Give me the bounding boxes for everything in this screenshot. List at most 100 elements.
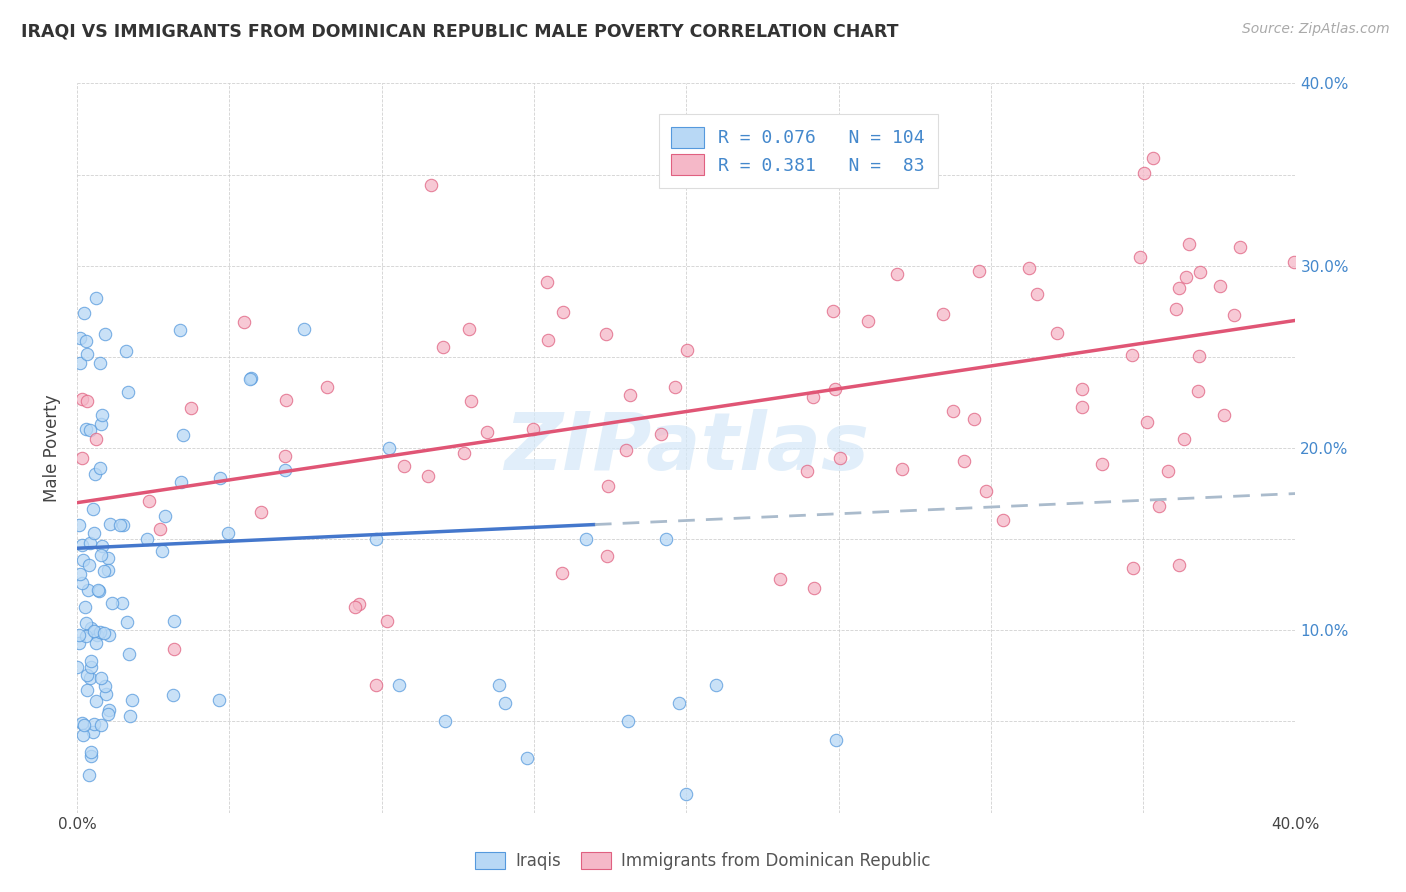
Point <box>1187 384 1209 398</box>
Point <box>80 660 103 674</box>
Point <box>94 679 117 693</box>
Point <box>668 696 690 710</box>
Point <box>83 624 105 638</box>
Point <box>75 629 97 643</box>
Point <box>536 275 558 289</box>
Point <box>69 518 91 533</box>
Point <box>75 334 97 348</box>
Point <box>117 647 139 661</box>
Point <box>967 263 990 277</box>
Point <box>1091 457 1114 471</box>
Point <box>70 716 93 731</box>
Point <box>803 582 825 596</box>
Point <box>343 600 366 615</box>
Point <box>704 678 727 692</box>
Text: IRAQI VS IMMIGRANTS FROM DOMINICAN REPUBLIC MALE POVERTY CORRELATION CHART: IRAQI VS IMMIGRANTS FROM DOMINICAN REPUB… <box>21 22 898 40</box>
Point <box>77 582 100 597</box>
Point <box>84 694 107 708</box>
Point <box>460 393 482 408</box>
Point <box>75 615 97 630</box>
Point <box>419 178 441 192</box>
Point <box>87 584 110 599</box>
Point <box>73 718 96 732</box>
Point <box>249 505 271 519</box>
Point <box>276 392 298 407</box>
Point <box>824 382 846 396</box>
Point <box>1229 240 1251 254</box>
Point <box>217 526 239 541</box>
Point <box>1129 251 1152 265</box>
Point <box>163 641 186 656</box>
Point <box>117 385 139 400</box>
Point <box>1133 166 1156 180</box>
Point <box>432 340 454 354</box>
Point <box>79 745 101 759</box>
Point <box>675 787 697 801</box>
Point <box>90 671 112 685</box>
Point <box>89 461 111 475</box>
Point <box>90 717 112 731</box>
Point <box>377 614 399 628</box>
Point <box>67 636 90 650</box>
Point <box>169 322 191 336</box>
Point <box>94 327 117 342</box>
Point <box>453 446 475 460</box>
Point <box>117 615 139 630</box>
Point <box>101 596 124 610</box>
Point <box>76 682 98 697</box>
Point <box>93 564 115 578</box>
Text: ZIPatlas: ZIPatlas <box>503 409 869 487</box>
Text: Source: ZipAtlas.com: Source: ZipAtlas.com <box>1241 22 1389 37</box>
Point <box>1147 499 1170 513</box>
Point <box>208 693 231 707</box>
Point <box>886 267 908 281</box>
Point <box>172 428 194 442</box>
Point <box>1208 279 1230 293</box>
Point <box>931 307 953 321</box>
Point <box>170 475 193 489</box>
Point <box>551 566 574 581</box>
Point <box>80 748 103 763</box>
Point <box>87 582 110 597</box>
Point <box>856 314 879 328</box>
Point <box>575 532 598 546</box>
Point <box>76 347 98 361</box>
Point <box>80 622 103 636</box>
Point <box>84 432 107 446</box>
Point <box>364 532 387 546</box>
Point <box>962 411 984 425</box>
Point <box>93 626 115 640</box>
Point <box>97 707 120 722</box>
Point <box>70 450 93 465</box>
Point <box>97 551 120 566</box>
Point <box>1025 286 1047 301</box>
Point <box>458 322 481 336</box>
Point <box>617 714 640 729</box>
Point <box>1122 561 1144 575</box>
Point <box>974 483 997 498</box>
Point <box>891 462 914 476</box>
Point <box>118 709 141 723</box>
Point <box>801 390 824 404</box>
Point <box>77 558 100 572</box>
Point <box>83 717 105 731</box>
Point <box>1178 237 1201 252</box>
Point <box>97 703 120 717</box>
Point <box>595 327 617 342</box>
Point <box>180 401 202 415</box>
Point <box>664 379 686 393</box>
Point <box>273 449 295 463</box>
Point <box>89 625 111 640</box>
Point <box>240 370 263 384</box>
Point <box>619 388 641 402</box>
Point <box>537 333 560 347</box>
Point <box>76 394 98 409</box>
Point <box>1121 348 1143 362</box>
Point <box>115 343 138 358</box>
Point <box>67 628 90 642</box>
Point <box>1188 349 1211 363</box>
Point <box>75 600 97 615</box>
Point <box>91 409 114 423</box>
Point <box>796 464 818 478</box>
Point <box>942 403 965 417</box>
